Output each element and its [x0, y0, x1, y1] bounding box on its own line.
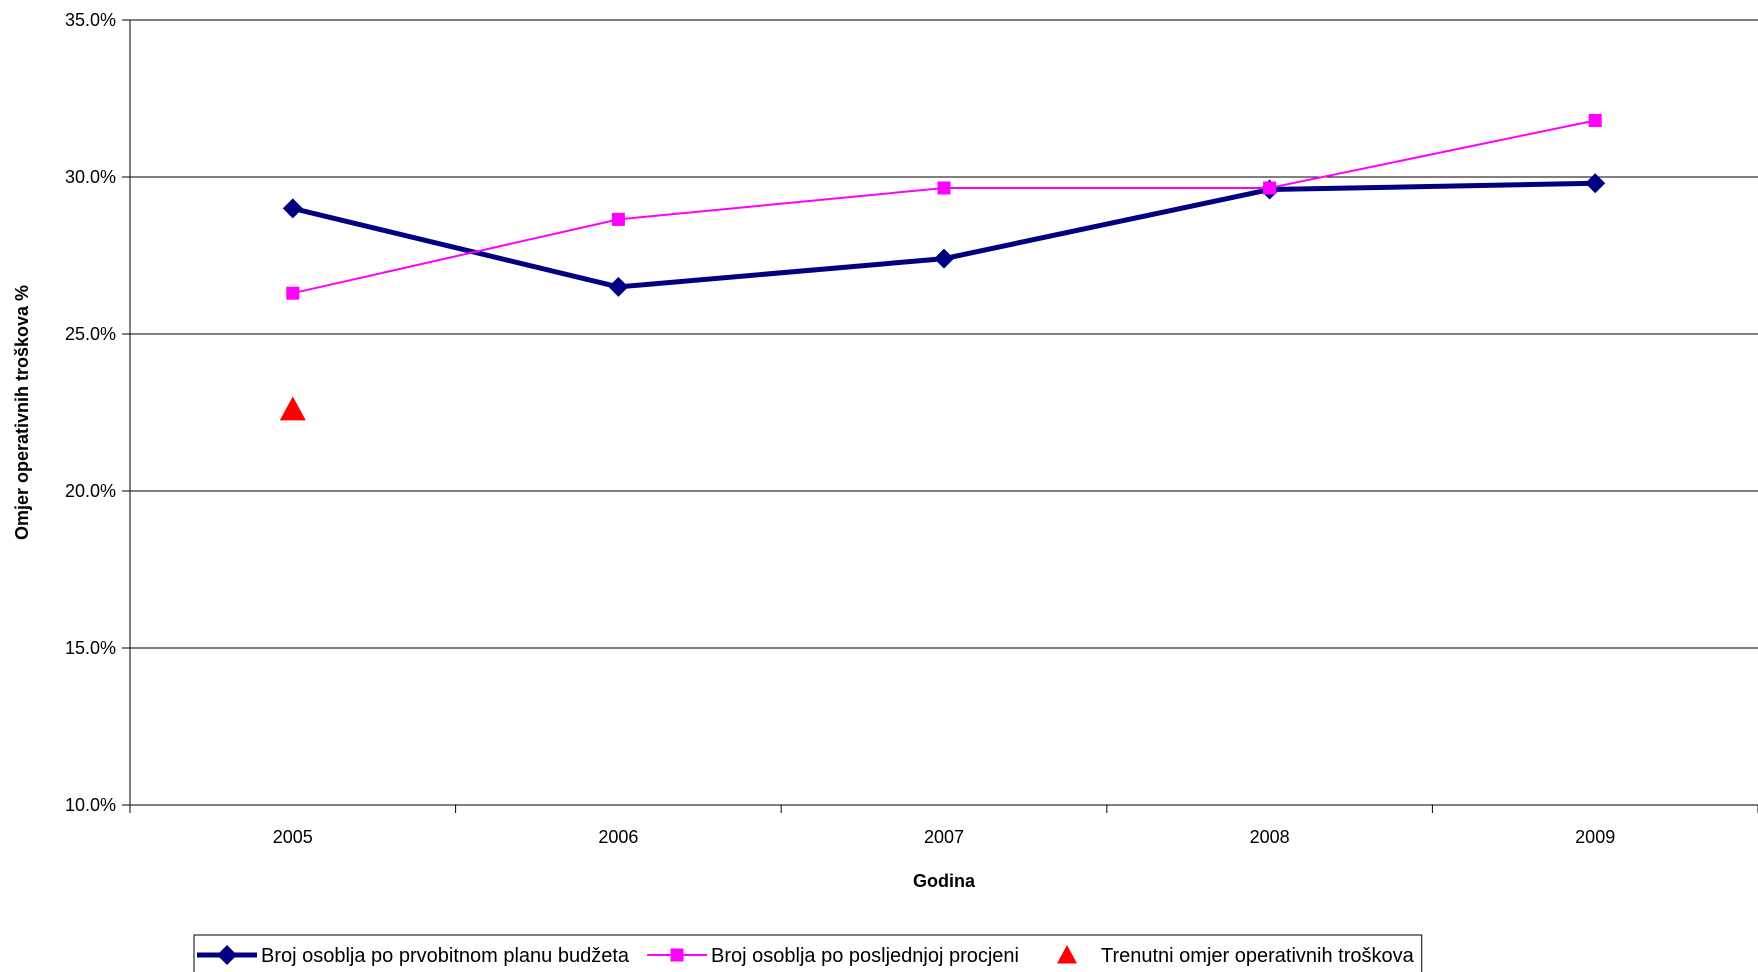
- x-tick-labels: 2005 2006 2007 2008 2009: [273, 827, 1615, 847]
- y-axis-title: Omjer operativnih troškova %: [12, 285, 32, 540]
- axes: [122, 19, 1758, 813]
- data-point: [608, 276, 629, 297]
- data-point: [1588, 113, 1602, 127]
- series-2: [286, 113, 1602, 300]
- data-point: [937, 181, 951, 195]
- data-point: [1585, 173, 1606, 194]
- x-axis-title: Godina: [913, 871, 976, 891]
- data-point: [611, 212, 625, 226]
- y-tick-labels: 10.0% 15.0% 20.0% 25.0% 30.0% 35.0%: [65, 10, 116, 815]
- y-tick-label: 10.0%: [65, 795, 116, 815]
- y-tick-label: 25.0%: [65, 324, 116, 344]
- grid-lines: [130, 19, 1758, 649]
- legend-label: Trenutni omjer operativnih troškova: [1101, 945, 1415, 967]
- data-point: [286, 286, 300, 300]
- legend-label: Broj osoblja po prvobitnom planu budžeta: [261, 945, 630, 967]
- y-tick-label: 20.0%: [65, 481, 116, 501]
- y-tick-label: 15.0%: [65, 638, 116, 658]
- legend-marker: [670, 948, 684, 962]
- y-tick-label: 35.0%: [65, 10, 116, 30]
- series-1: [282, 173, 1606, 297]
- legend: Broj osoblja po prvobitnom planu budžeta…: [193, 934, 1423, 972]
- legend-marker: [217, 945, 237, 965]
- x-tick-label: 2009: [1575, 827, 1615, 847]
- data-point: [279, 396, 306, 421]
- x-tick-label: 2007: [924, 827, 964, 847]
- series-3: [279, 396, 306, 421]
- x-tick-label: 2005: [273, 827, 313, 847]
- legend-items: Broj osoblja po prvobitnom planu budžeta…: [197, 945, 1415, 967]
- legend-item: Trenutni omjer operativnih troškova: [1057, 945, 1415, 967]
- x-tick-label: 2008: [1250, 827, 1290, 847]
- series-line: [292, 180, 1596, 290]
- legend-item: Broj osoblja po posljednjoj procjeni: [647, 945, 1019, 967]
- data-point: [1263, 181, 1277, 195]
- legend-box: [193, 934, 1423, 972]
- data-point: [934, 248, 954, 269]
- data-series: [279, 113, 1606, 421]
- y-tick-label: 30.0%: [65, 167, 116, 187]
- legend-label: Broj osoblja po posljednjoj procjeni: [711, 945, 1019, 967]
- legend-item: Broj osoblja po prvobitnom planu budžeta: [197, 945, 630, 967]
- legend-marker: [1057, 945, 1077, 964]
- x-tick-label: 2006: [598, 827, 638, 847]
- data-point: [282, 198, 303, 219]
